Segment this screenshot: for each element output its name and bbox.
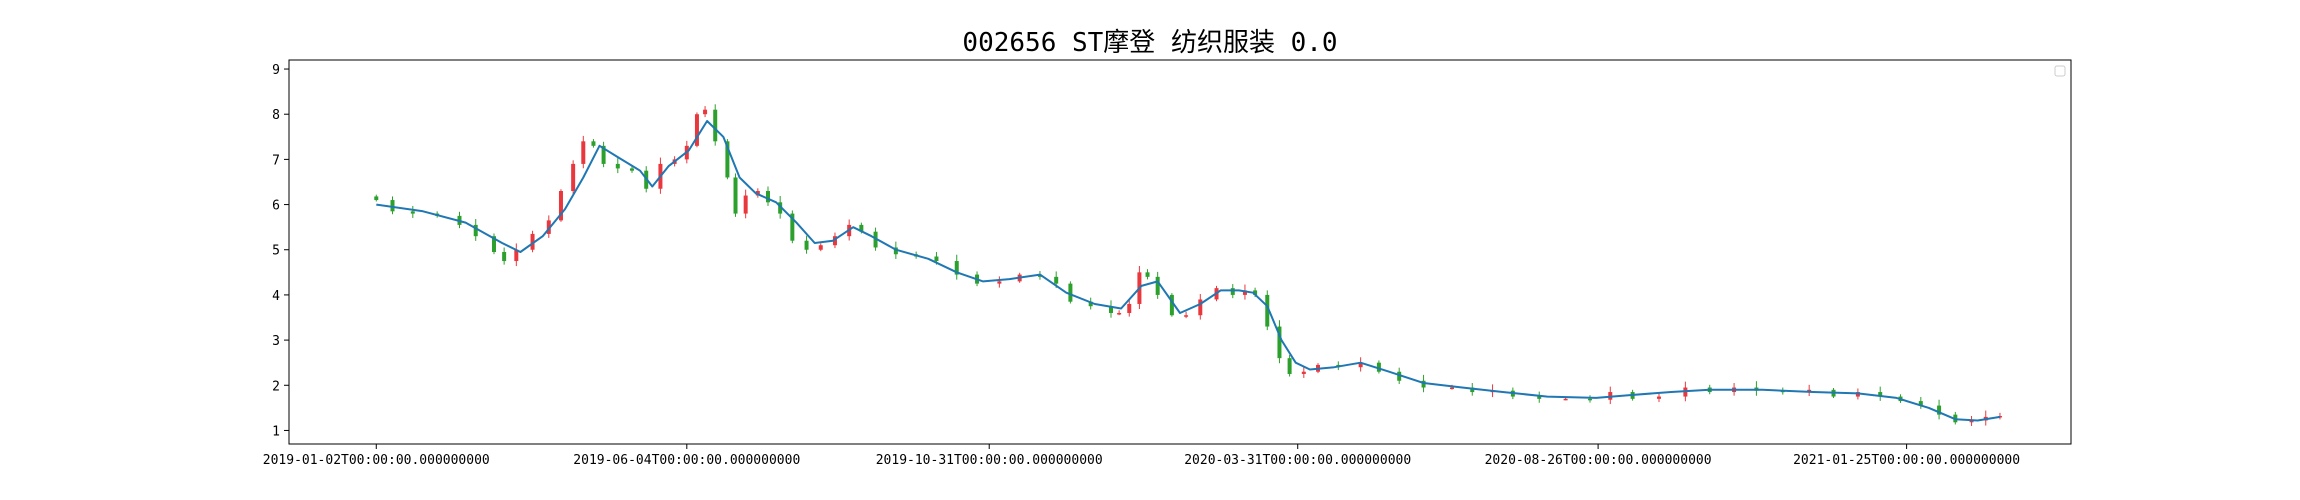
candle-body xyxy=(790,213,795,241)
candle-body xyxy=(954,261,959,275)
candle-body xyxy=(1937,405,1942,415)
candle-body xyxy=(1537,396,1542,399)
y-tick-label: 8 xyxy=(272,108,280,123)
candle-body xyxy=(1253,290,1258,295)
candle-body xyxy=(1563,398,1568,401)
candle-body xyxy=(859,224,864,232)
candle-body xyxy=(390,200,395,212)
candle-body xyxy=(491,236,496,252)
candle-body xyxy=(1265,294,1270,327)
candle-body xyxy=(615,163,620,169)
y-tick-label: 7 xyxy=(272,153,280,168)
candle-body xyxy=(832,236,837,246)
candle-body xyxy=(703,109,708,115)
candle-body xyxy=(558,191,563,221)
candle-body xyxy=(1108,306,1113,313)
x-tick-label: 2019-01-02T00:00:00.000000000 xyxy=(263,453,490,468)
candle-body xyxy=(591,141,596,146)
candle-body xyxy=(1127,303,1132,313)
x-tick-label: 2020-03-31T00:00:00.000000000 xyxy=(1184,453,1411,468)
candle-body xyxy=(1287,358,1292,374)
candle-body xyxy=(410,211,415,214)
candle-body xyxy=(1155,276,1160,295)
candle-body xyxy=(1918,401,1923,406)
x-axis: 2019-01-02T00:00:00.000000000 2019-06-04T… xyxy=(263,444,2020,468)
candle-body xyxy=(725,141,730,178)
candles-layer xyxy=(374,104,2002,426)
candle-body xyxy=(1054,276,1059,284)
y-tick-label: 5 xyxy=(272,244,280,259)
plot-frame xyxy=(288,59,2072,445)
moving-average-layer xyxy=(376,120,2001,422)
candle-body xyxy=(1656,396,1661,399)
candle-body xyxy=(1088,301,1093,307)
chart-title: 002656 ST摩登 纺织服装 0.0 xyxy=(962,28,1338,58)
candle-body xyxy=(473,224,478,237)
candle-body xyxy=(1184,315,1189,317)
candle-body xyxy=(571,163,576,192)
candle-body xyxy=(502,252,507,262)
x-tick-label: 2019-06-04T00:00:00.000000000 xyxy=(573,453,800,468)
candle-body xyxy=(1376,362,1381,372)
candle-body xyxy=(1969,420,1974,423)
candle-body xyxy=(530,233,535,250)
candle-body xyxy=(713,109,718,142)
y-tick-label: 2 xyxy=(272,379,280,394)
legend-box xyxy=(2054,65,2066,77)
x-tick-label: 2019-10-31T00:00:00.000000000 xyxy=(876,453,1103,468)
candle-body xyxy=(743,195,748,214)
candle-body xyxy=(546,220,551,234)
candle-body xyxy=(1358,362,1363,368)
x-tick-label: 2020-08-26T00:00:00.000000000 xyxy=(1485,453,1712,468)
candle-body xyxy=(893,247,898,255)
candle-body xyxy=(934,256,939,262)
candle-body xyxy=(514,249,519,262)
candle-body xyxy=(765,191,770,203)
candle-body xyxy=(1421,380,1426,388)
ma-line xyxy=(376,120,2001,422)
candle-body xyxy=(1117,312,1122,315)
candle-body xyxy=(1587,398,1592,401)
candle-body xyxy=(997,281,1002,284)
candle-body xyxy=(1068,283,1073,302)
candle-body xyxy=(374,196,379,201)
candle-body xyxy=(1449,387,1454,390)
candle-body xyxy=(581,141,586,164)
candle-body xyxy=(818,245,823,250)
candle-body xyxy=(733,177,738,214)
candle-body xyxy=(1169,294,1174,316)
candle-body xyxy=(1878,392,1883,397)
candle-body xyxy=(1242,290,1247,295)
y-tick-label: 1 xyxy=(272,424,280,439)
candle-body xyxy=(1397,371,1402,381)
candle-body xyxy=(1470,387,1475,393)
y-tick-label: 9 xyxy=(272,63,280,78)
candle-body xyxy=(601,145,606,164)
y-axis: 1 2 3 4 5 6 7 8 9 xyxy=(272,63,289,439)
y-tick-label: 4 xyxy=(272,289,280,304)
x-tick-label: 2021-01-25T00:00:00.000000000 xyxy=(1793,453,2020,468)
candle-body xyxy=(778,202,783,214)
candle-body xyxy=(804,240,809,250)
candle-body xyxy=(1301,371,1306,374)
candle-body xyxy=(1198,299,1203,316)
candle-body xyxy=(1277,326,1282,359)
candle-body xyxy=(694,114,699,146)
candle-body xyxy=(630,168,635,171)
candle-body xyxy=(1230,288,1235,295)
y-tick-label: 3 xyxy=(272,334,280,349)
candle-body xyxy=(1145,272,1150,277)
y-tick-label: 6 xyxy=(272,199,280,214)
